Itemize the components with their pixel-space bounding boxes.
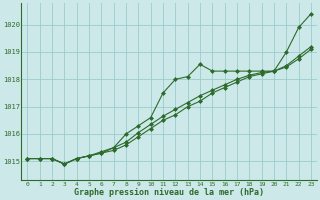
X-axis label: Graphe pression niveau de la mer (hPa): Graphe pression niveau de la mer (hPa)	[74, 188, 264, 197]
